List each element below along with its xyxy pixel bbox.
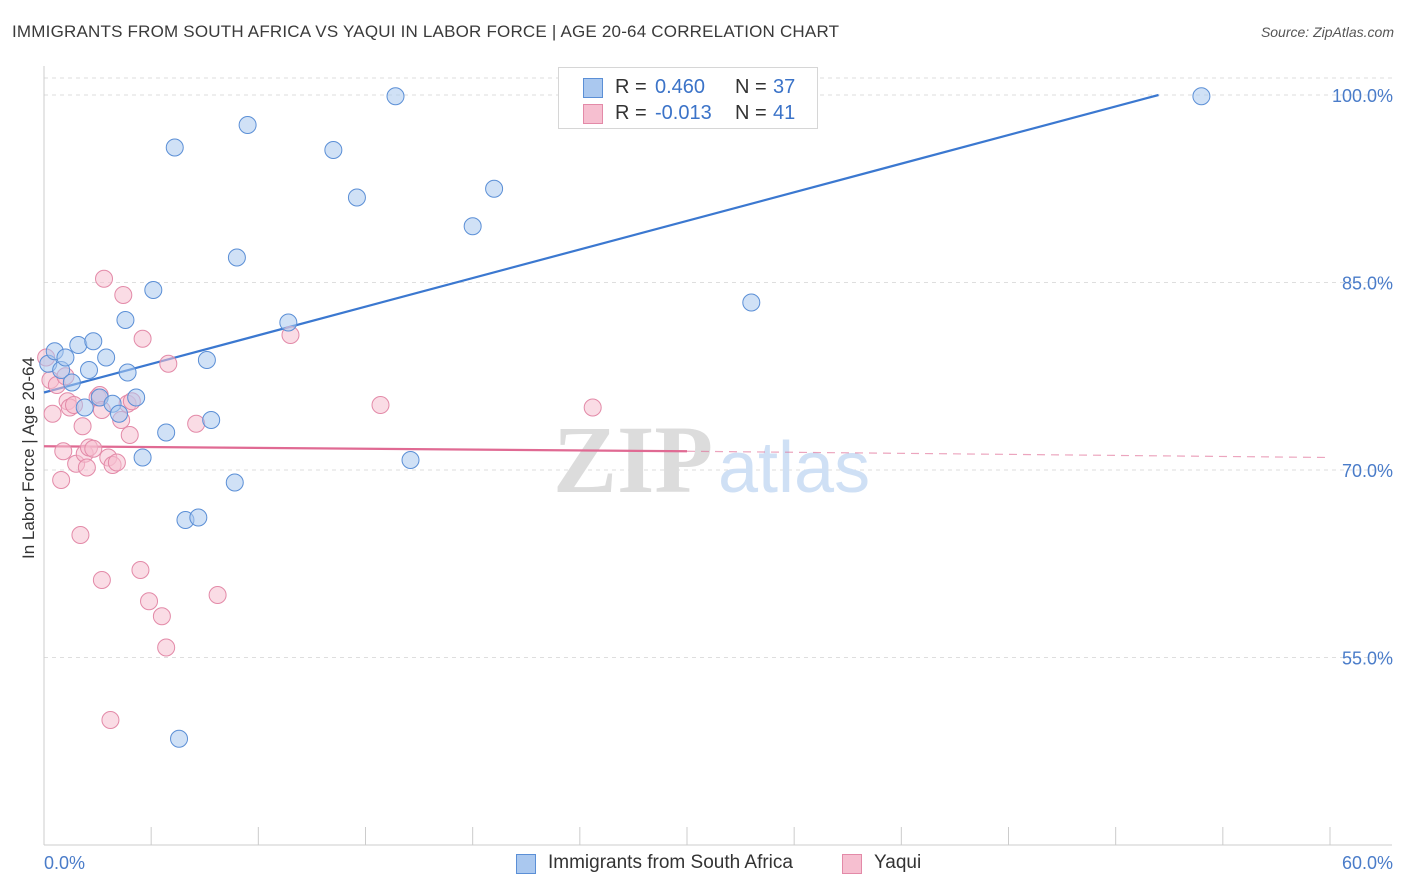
legend-r-label: R = <box>615 76 647 98</box>
data-point-south-africa <box>202 411 221 429</box>
data-point-yaqui <box>101 711 120 729</box>
data-point-south-africa <box>347 188 366 207</box>
data-point-yaqui <box>73 417 92 436</box>
data-point-south-africa <box>157 423 176 442</box>
data-point-yaqui <box>140 592 159 611</box>
watermark-atlas: atlas <box>718 428 870 508</box>
data-point-south-africa <box>386 87 405 106</box>
legend-n-label: N = <box>735 102 767 124</box>
data-point-south-africa <box>133 448 152 467</box>
x-tick-label: 0.0% <box>44 853 85 873</box>
data-point-south-africa <box>116 311 135 329</box>
legend-r-value: -0.013 <box>655 102 712 124</box>
data-point-south-africa <box>56 348 75 367</box>
watermark: ZIP atlas <box>553 406 870 513</box>
data-point-south-africa <box>118 363 137 382</box>
data-point-south-africa <box>69 336 88 354</box>
data-point-south-africa <box>127 388 146 407</box>
data-point-south-africa <box>80 361 99 379</box>
data-point-south-africa <box>1192 87 1211 106</box>
data-point-south-africa <box>110 404 129 423</box>
data-point-south-africa <box>97 348 116 367</box>
axes <box>43 66 1392 846</box>
legend-r-label: R = <box>615 102 647 124</box>
legend-stats: R = 0.460 N = 37 R = -0.013 N = 41 <box>558 67 818 129</box>
data-point-yaqui <box>84 439 103 458</box>
data-point-south-africa <box>197 351 216 369</box>
data-point-yaqui <box>133 329 152 348</box>
data-point-south-africa <box>144 281 163 299</box>
data-point-south-africa <box>742 293 761 312</box>
data-point-yaqui <box>208 586 227 604</box>
trend-line-south-africa <box>43 93 1159 394</box>
legend-n-label: N = <box>735 76 767 98</box>
grid-lines <box>44 77 1392 658</box>
data-point-south-africa <box>84 332 103 351</box>
data-point-yaqui <box>95 269 114 288</box>
legend-swatch-pink <box>842 854 862 874</box>
data-point-yaqui <box>92 571 111 589</box>
chart-title: IMMIGRANTS FROM SOUTH AFRICA VS YAQUI IN… <box>12 22 840 41</box>
y-axis-label: In Labor Force | Age 20-64 <box>19 357 38 559</box>
legend-label: Yaqui <box>874 852 922 873</box>
data-points <box>37 87 1211 748</box>
data-point-yaqui <box>77 458 96 477</box>
data-point-yaqui <box>43 404 62 423</box>
data-point-yaqui <box>187 414 206 433</box>
data-point-south-africa <box>170 729 189 748</box>
legend-swatch-blue <box>583 78 603 98</box>
data-point-south-africa <box>324 141 343 159</box>
data-point-south-africa <box>225 473 244 492</box>
y-tick-label: 85.0% <box>1342 274 1393 294</box>
data-point-south-africa <box>227 248 246 267</box>
legend-swatch-blue <box>516 854 536 874</box>
data-point-south-africa <box>75 398 94 417</box>
data-point-south-africa <box>485 179 504 198</box>
trend-line-yaqui-extrapolated <box>686 450 1331 459</box>
legend-label: Immigrants from South Africa <box>548 852 793 873</box>
data-point-south-africa <box>62 373 81 392</box>
tick-labels: 55.0% 70.0% 85.0% 100.0% 0.0% 60.0% <box>44 86 1393 873</box>
data-point-yaqui <box>107 453 126 472</box>
data-point-south-africa <box>463 217 482 236</box>
data-point-yaqui <box>152 607 171 626</box>
data-point-yaqui <box>371 396 390 414</box>
x-tick-label: 60.0% <box>1342 853 1393 873</box>
y-tick-label: 70.0% <box>1342 461 1393 481</box>
legend-n-value: 37 <box>773 76 796 98</box>
data-point-south-africa <box>238 116 257 134</box>
data-point-yaqui <box>157 638 176 657</box>
legend-n-value: 41 <box>773 102 796 124</box>
data-point-yaqui <box>114 286 133 304</box>
data-point-south-africa <box>165 138 184 157</box>
data-point-yaqui <box>54 442 73 461</box>
y-tick-label: 100.0% <box>1332 86 1393 106</box>
data-point-yaqui <box>583 398 602 417</box>
legend-swatch-pink <box>583 104 603 124</box>
data-point-yaqui <box>71 526 90 544</box>
data-point-south-africa <box>401 451 420 469</box>
data-point-south-africa <box>279 313 298 332</box>
data-point-yaqui <box>120 426 139 444</box>
source-label: Source: ZipAtlas.com <box>1260 24 1394 40</box>
legend-series: Immigrants from South Africa Yaqui <box>0 852 1406 878</box>
data-point-yaqui <box>52 471 71 489</box>
y-tick-label: 55.0% <box>1342 649 1393 669</box>
data-point-yaqui <box>131 561 150 579</box>
data-point-yaqui <box>159 354 178 373</box>
data-point-south-africa <box>189 508 208 527</box>
trend-line-yaqui <box>43 445 688 453</box>
watermark-zip: ZIP <box>553 406 713 513</box>
trend-lines <box>43 93 1331 459</box>
legend-r-value: 0.460 <box>655 76 706 98</box>
